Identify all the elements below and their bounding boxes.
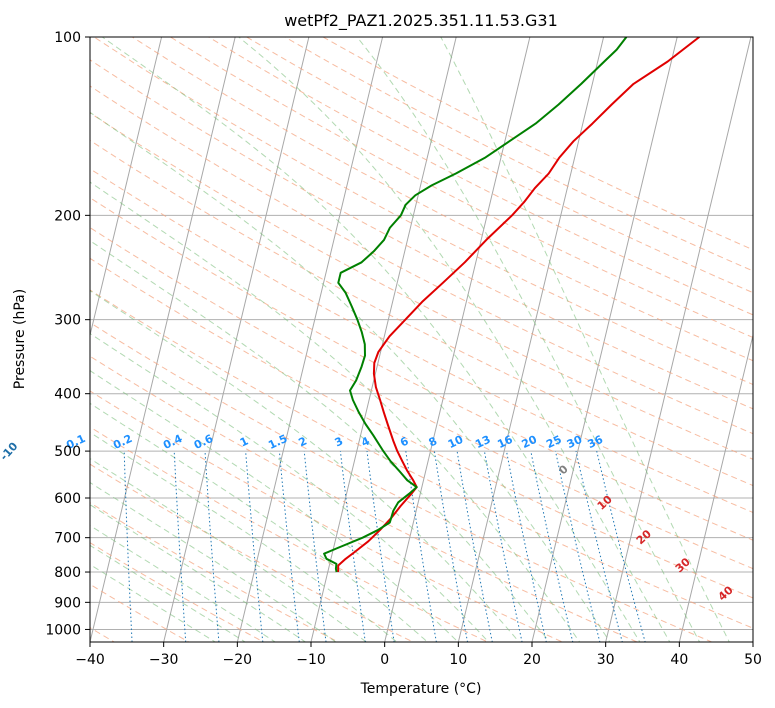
sounding-profiles bbox=[323, 37, 700, 573]
dry-adiabat-line bbox=[90, 197, 753, 541]
mixing-ratio-line bbox=[483, 451, 523, 642]
y-tick-label: 400 bbox=[54, 387, 81, 403]
dry-adiabat-line bbox=[90, 59, 753, 410]
mixing-ratio-label: 20 bbox=[520, 433, 540, 451]
moist-adiabat-line bbox=[90, 402, 429, 642]
mixing-ratio-lines bbox=[123, 450, 646, 642]
mixing-ratio-line bbox=[173, 451, 187, 642]
dry-adiabat-line bbox=[169, 37, 753, 339]
isotherm-line bbox=[457, 37, 605, 642]
y-tick-label: 300 bbox=[54, 313, 81, 329]
dry-adiabat-line bbox=[90, 289, 753, 629]
mixing-ratio-line bbox=[596, 450, 646, 642]
mixing-ratio-label: 30 bbox=[565, 433, 585, 451]
dry-adiabat-line bbox=[245, 37, 753, 294]
moist-adiabat-line bbox=[90, 457, 368, 642]
isotherm-line bbox=[605, 37, 752, 642]
y-tick-label: 700 bbox=[54, 531, 81, 547]
moist-adiabat-line bbox=[90, 524, 277, 642]
dry-adiabat-line bbox=[90, 322, 714, 642]
isotherm-line bbox=[163, 37, 310, 642]
x-tick-label: −40 bbox=[75, 652, 105, 668]
x-tick-label: −20 bbox=[223, 652, 253, 668]
isotherm-line bbox=[384, 37, 531, 642]
moist-adiabat-line bbox=[440, 37, 730, 642]
mixing-ratio-label: 16 bbox=[495, 433, 515, 451]
x-tick-label: 30 bbox=[597, 652, 615, 668]
mixing-ratio-line bbox=[123, 451, 133, 642]
mixing-ratio-line bbox=[456, 451, 493, 642]
isotherm-line bbox=[310, 37, 457, 642]
y-axis-ticks: 100 200 300 400 500 600 700 800 900 1000 bbox=[45, 30, 90, 638]
y-tick-label: 100 bbox=[54, 30, 81, 46]
y-tick-label: 800 bbox=[54, 565, 81, 581]
y-tick-label: 900 bbox=[54, 595, 81, 611]
moist-adiabat-line bbox=[90, 181, 581, 642]
dry-adiabat-line bbox=[90, 257, 753, 599]
isotherm-line bbox=[90, 37, 236, 642]
x-tick-label: −30 bbox=[149, 652, 179, 668]
mixing-ratio-label: 36 bbox=[586, 433, 606, 451]
y-tick-label: 200 bbox=[54, 208, 81, 224]
moist-adiabat-line bbox=[90, 504, 307, 642]
moist-adiabat-line bbox=[90, 544, 247, 642]
dry-adiabat-line bbox=[131, 37, 753, 362]
mixing-ratio-label: 25 bbox=[544, 433, 563, 451]
x-tick-label: 0 bbox=[380, 652, 389, 668]
mixing-ratio-line bbox=[575, 450, 623, 642]
chart-title: wetPf2_PAZ1.2025.351.11.53.G31 bbox=[284, 11, 558, 31]
y-tick-label: 600 bbox=[54, 491, 81, 507]
dry-adiabat-line bbox=[283, 37, 753, 272]
temperature-profile-line bbox=[337, 37, 700, 573]
moist-adiabat-line bbox=[101, 37, 641, 642]
x-tick-label: 50 bbox=[744, 652, 762, 668]
moist-adiabat-lines bbox=[90, 37, 730, 642]
isotherm-line bbox=[531, 37, 678, 642]
dry-adiabat-line bbox=[90, 85, 753, 435]
moist-adiabat-line bbox=[90, 563, 217, 642]
x-axis-label: Temperature (°C) bbox=[360, 681, 482, 697]
isobar-gridlines bbox=[90, 37, 753, 630]
moist-adiabat-line bbox=[90, 431, 398, 642]
y-axis-label: Pressure (hPa) bbox=[12, 289, 28, 389]
moist-adiabat-line bbox=[90, 290, 520, 642]
dry-adiabat-line bbox=[90, 502, 340, 642]
dry-adiabat-line bbox=[90, 426, 489, 642]
dry-adiabat-line bbox=[90, 355, 639, 642]
moist-adiabat-line bbox=[90, 481, 337, 642]
mixing-ratio-line bbox=[530, 451, 574, 642]
dry-adiabat-line bbox=[90, 227, 753, 570]
isotherm-line bbox=[90, 37, 163, 338]
y-tick-label: 1000 bbox=[45, 622, 81, 638]
mixing-ratio-label: 13 bbox=[473, 433, 492, 451]
moist-adiabat-line bbox=[90, 111, 611, 642]
x-axis-ticks: −40 −30 −20 −10 0 10 20 30 40 50 bbox=[75, 642, 762, 668]
isotherm-line bbox=[236, 37, 384, 642]
isotherm-lines bbox=[90, 37, 753, 642]
dry-adiabat-line bbox=[90, 463, 415, 642]
mixing-ratio-line bbox=[555, 450, 601, 642]
mixing-ratio-line bbox=[506, 451, 547, 642]
x-tick-label: 40 bbox=[670, 652, 688, 668]
dry-adiabat-line bbox=[207, 37, 753, 316]
x-tick-label: 20 bbox=[523, 652, 541, 668]
x-tick-label: 10 bbox=[449, 652, 467, 668]
moist-adiabat-line bbox=[90, 370, 459, 642]
moist-adiabat-line bbox=[356, 37, 701, 642]
dewpoint-profile-line bbox=[323, 37, 628, 573]
mixing-ratio-label: 10 bbox=[446, 433, 466, 451]
plot-frame bbox=[89, 36, 754, 643]
dry-adiabat-line bbox=[93, 37, 753, 386]
moist-adiabat-line bbox=[90, 240, 551, 642]
y-tick-label: 500 bbox=[54, 444, 81, 460]
x-tick-label: −10 bbox=[296, 652, 326, 668]
